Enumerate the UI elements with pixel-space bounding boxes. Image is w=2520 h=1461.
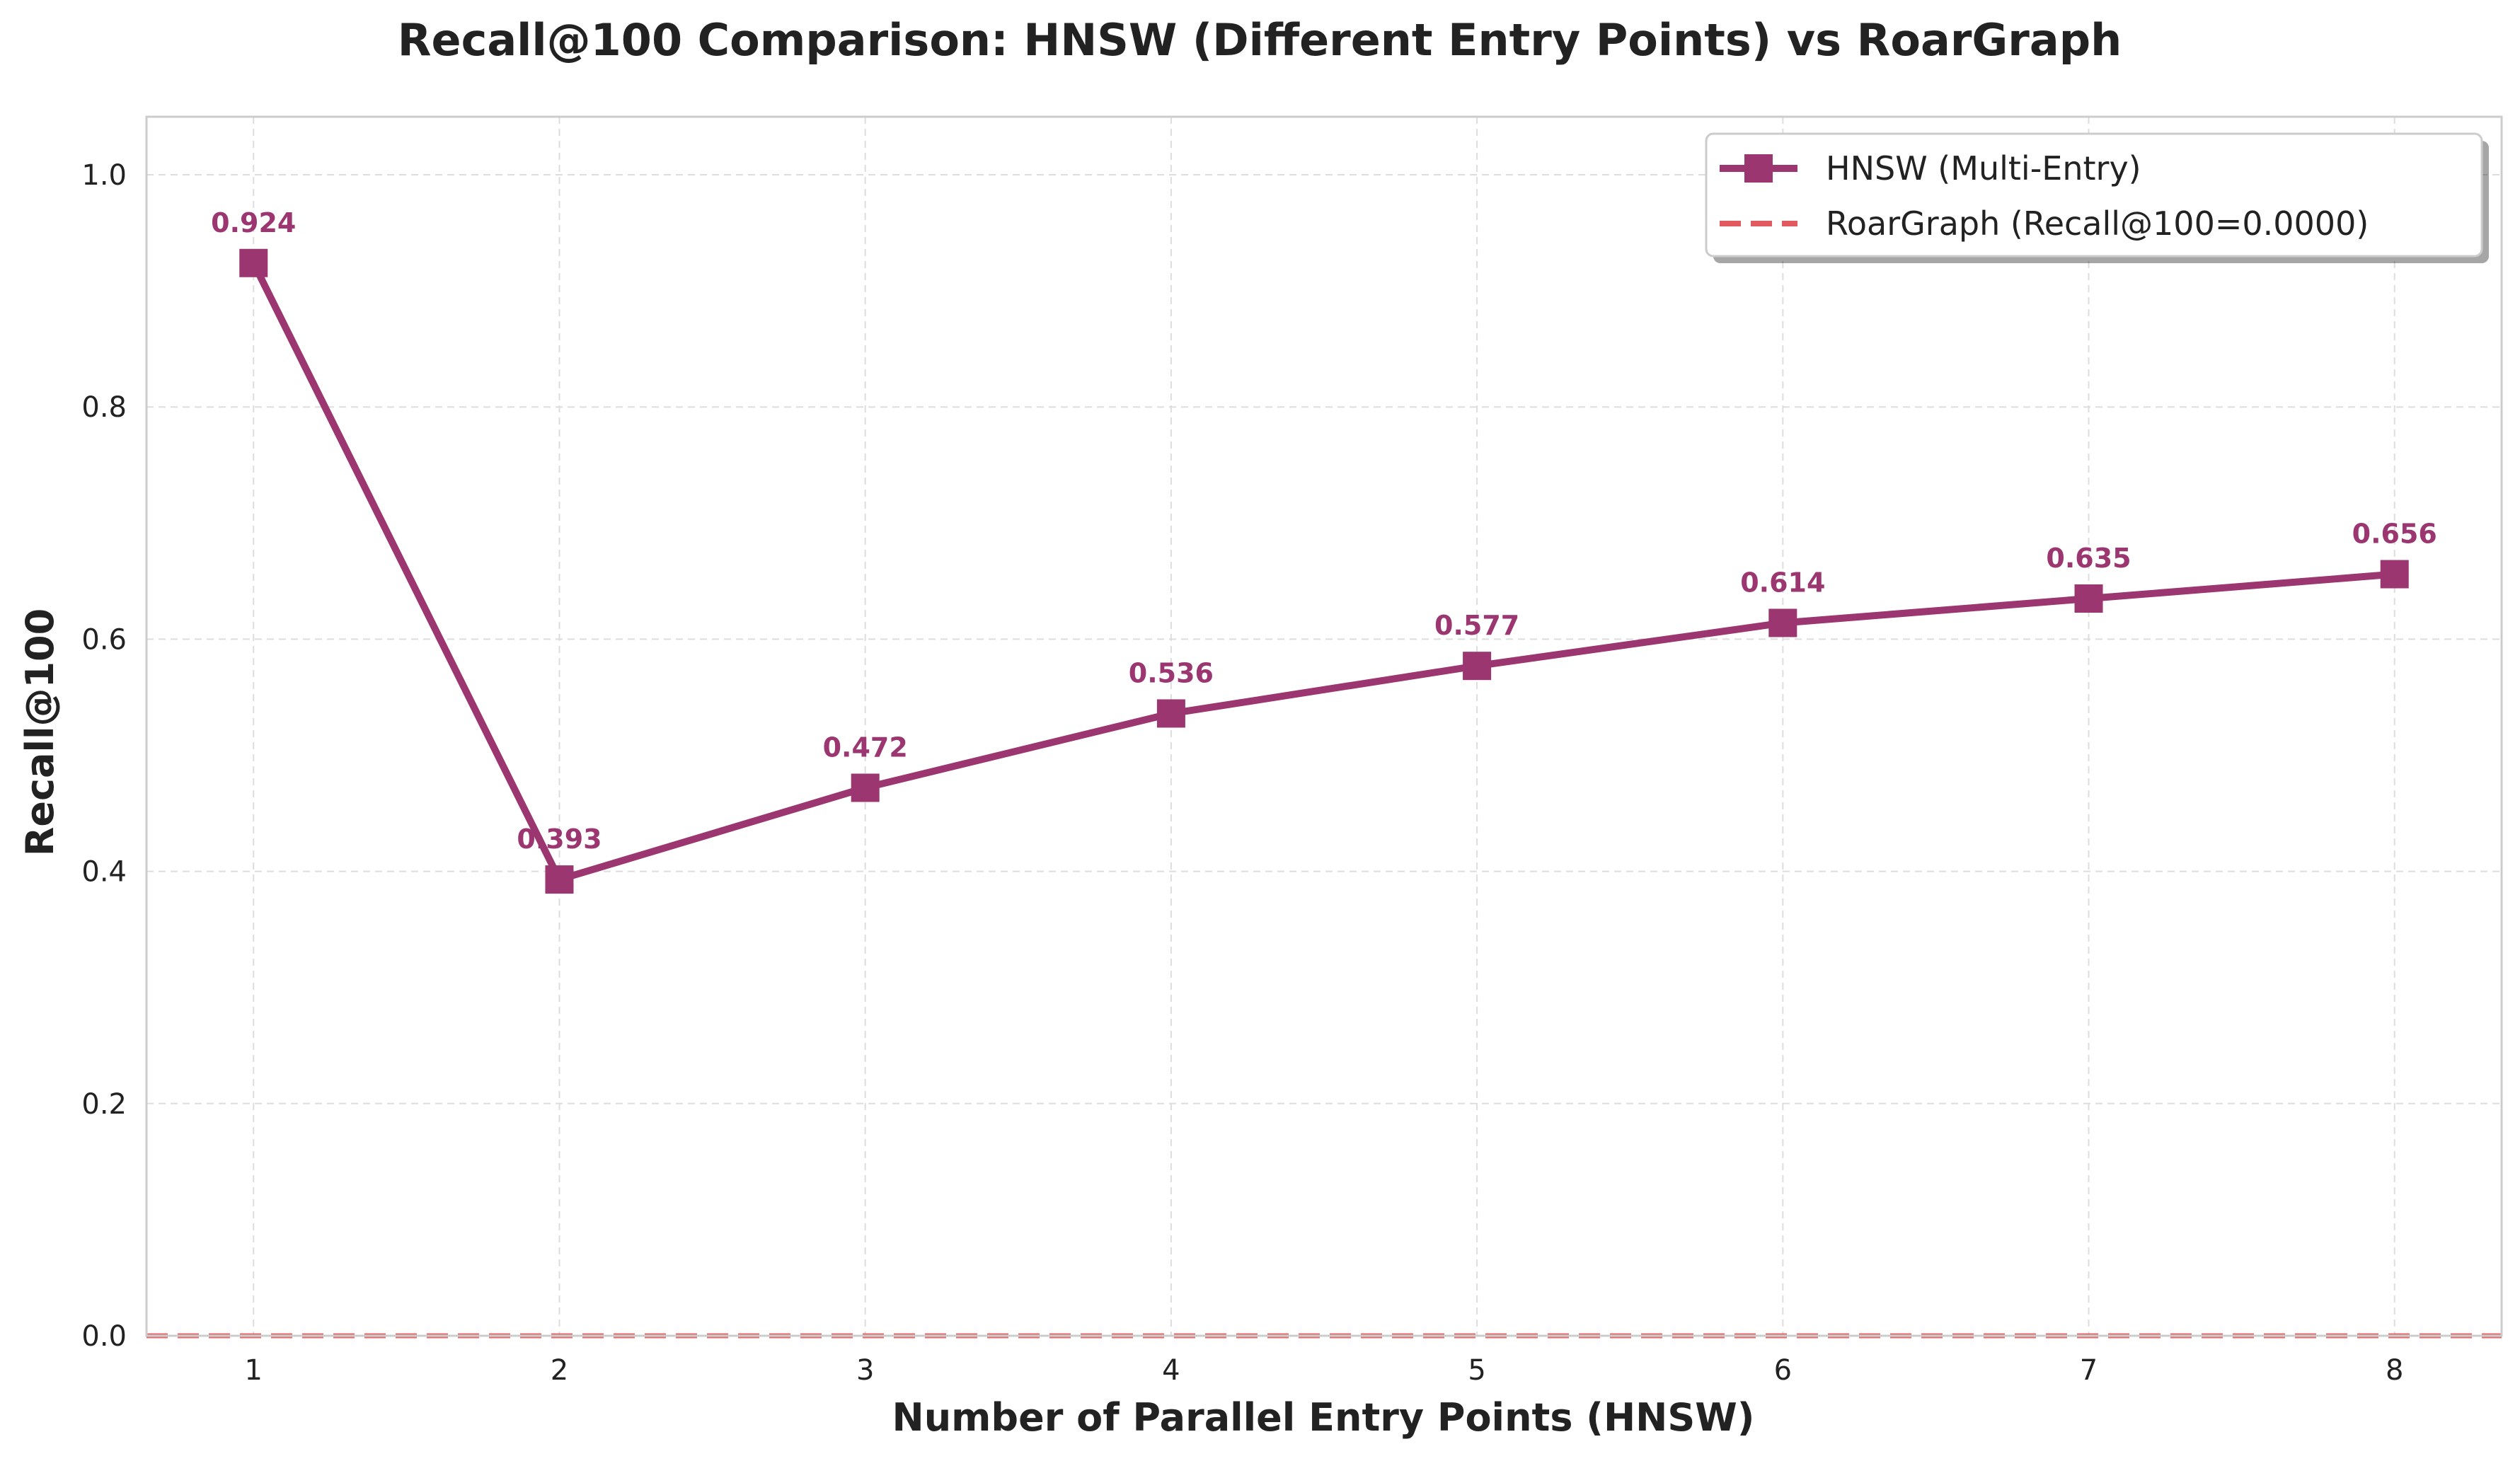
data-label: 0.656	[2352, 519, 2437, 550]
legend-entries: HNSW (Multi-Entry) RoarGraph (Recall@100=…	[1720, 149, 2369, 243]
hnsw-data-point	[851, 773, 880, 802]
y-axis-title: Recall@100	[18, 608, 62, 856]
y-tick-label: 1.0	[81, 159, 127, 192]
hnsw-data-point	[545, 865, 574, 894]
grid-lines	[146, 117, 2502, 1336]
hnsw-data-point	[1463, 652, 1492, 681]
legend-hnsw-label: HNSW (Multi-Entry)	[1826, 149, 2141, 187]
x-axis-title: Number of Parallel Entry Points (HNSW)	[892, 1395, 1755, 1440]
data-label: 0.614	[1740, 567, 1825, 598]
legend-hnsw-marker	[1744, 154, 1773, 183]
hnsw-series-line	[250, 261, 2395, 884]
series-layer: 0.924 0.393 0.472 0.536 0.577 0.614 0.635 0.656	[146, 207, 2502, 1339]
data-label: 0.924	[211, 207, 296, 238]
x-tick-label: 7	[2080, 1354, 2098, 1387]
legend-box	[1705, 132, 2483, 258]
y-tick-label: 0.2	[81, 1088, 127, 1121]
axes-layer: 0.0 0.2 0.4 0.6 0.8 1.0 1 2 3 4 5 6 7 8	[81, 115, 2503, 1387]
chart-title: Recall@100 Comparison: HNSW (Different E…	[398, 14, 2122, 66]
hnsw-data-point	[239, 248, 268, 277]
legend-roargraph-label: RoarGraph (Recall@100=0.0000)	[1826, 204, 2369, 243]
data-label: 0.393	[517, 824, 602, 855]
data-label: 0.536	[1129, 657, 1214, 688]
y-tick-label: 0.8	[81, 391, 127, 424]
y-tick-label: 0.4	[81, 856, 127, 889]
x-tick-label: 4	[1162, 1354, 1180, 1387]
hnsw-data-point	[1768, 608, 1797, 637]
x-tick-label: 5	[1468, 1354, 1485, 1387]
x-tick-label: 8	[2386, 1354, 2403, 1387]
hnsw-data-point	[2074, 584, 2103, 613]
x-tick-label: 2	[551, 1354, 568, 1387]
data-label: 0.577	[1434, 610, 1519, 641]
y-tick-label: 0.0	[81, 1320, 127, 1353]
data-label: 0.472	[823, 732, 908, 763]
plot-frame	[145, 115, 2503, 1337]
x-tick-label: 6	[1774, 1354, 1792, 1387]
x-tick-label: 3	[856, 1354, 874, 1387]
data-label: 0.635	[2046, 543, 2131, 574]
legend: HNSW (Multi-Entry) RoarGraph (Recall@100=…	[1705, 132, 2489, 263]
y-tick-label: 0.6	[81, 623, 127, 656]
hnsw-data-point	[2380, 560, 2409, 589]
x-tick-label: 1	[245, 1354, 263, 1387]
hnsw-data-point	[1156, 699, 1185, 728]
